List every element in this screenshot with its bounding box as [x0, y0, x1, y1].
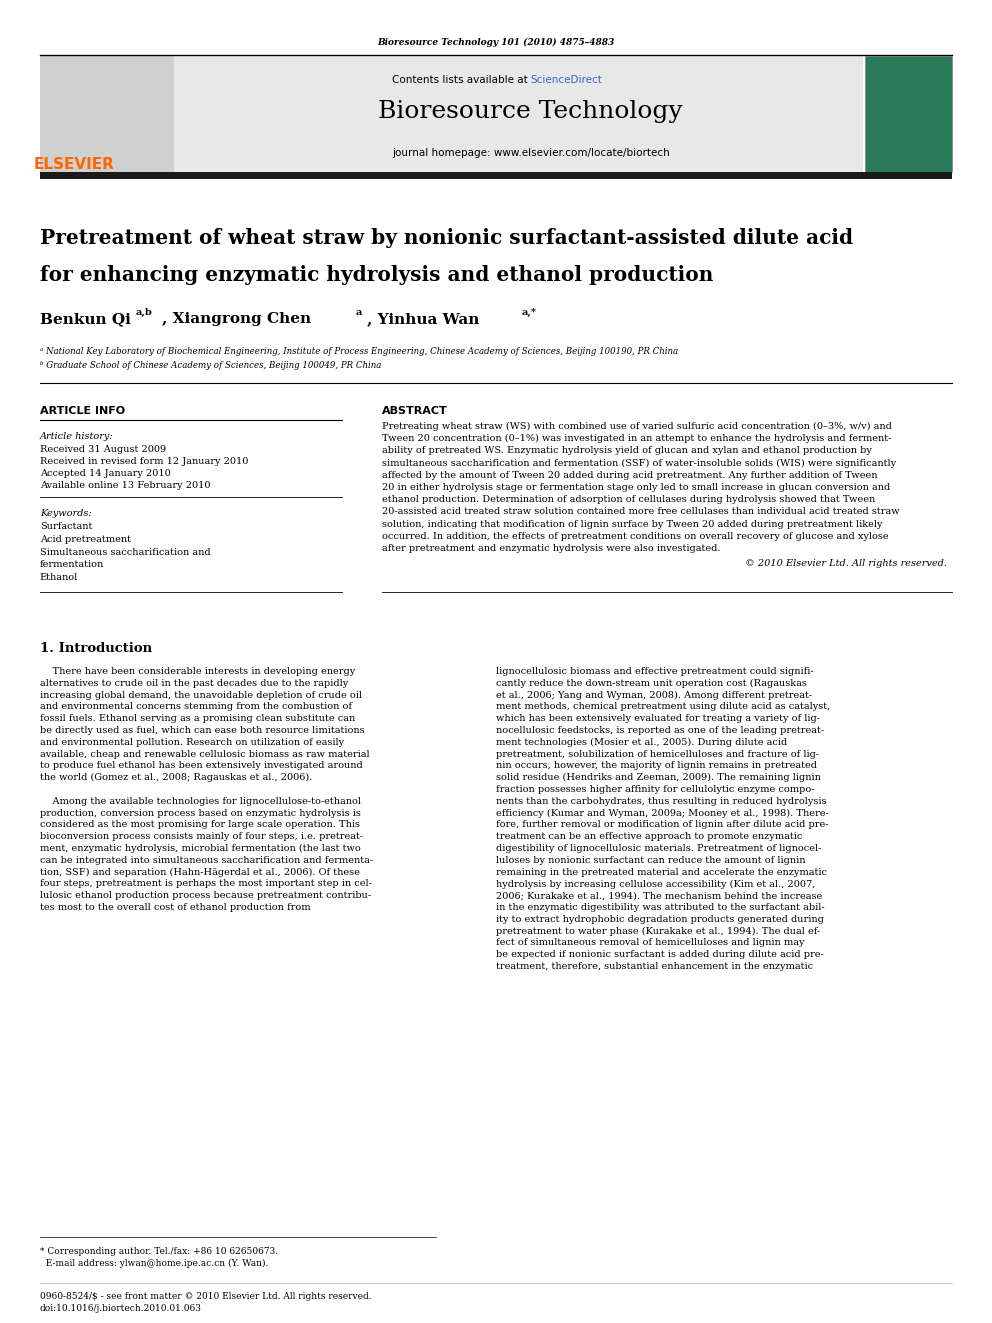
Text: Keywords:: Keywords:	[40, 509, 91, 519]
Text: Ethanol: Ethanol	[40, 573, 78, 582]
Text: ScienceDirect: ScienceDirect	[531, 75, 602, 85]
Text: Benkun Qi: Benkun Qi	[40, 312, 131, 325]
Text: ᵇ Graduate School of Chinese Academy of Sciences, Beijing 100049, PR China: ᵇ Graduate School of Chinese Academy of …	[40, 361, 381, 370]
Bar	[40, 56, 863, 172]
Text: ity to extract hydrophobic degradation products generated during: ity to extract hydrophobic degradation p…	[496, 914, 824, 923]
Text: in the enzymatic digestibility was attributed to the surfactant abil-: in the enzymatic digestibility was attri…	[496, 904, 824, 912]
Text: be directly used as fuel, which can ease both resource limitations: be directly used as fuel, which can ease…	[40, 726, 364, 736]
Bar	[40, 172, 952, 179]
Text: a: a	[355, 308, 361, 318]
Text: Accepted 14 January 2010: Accepted 14 January 2010	[40, 468, 171, 478]
Text: digestibility of lignocellulosic materials. Pretreatment of lignocel-: digestibility of lignocellulosic materia…	[496, 844, 821, 853]
Text: treatment can be an effective approach to promote enzymatic: treatment can be an effective approach t…	[496, 832, 803, 841]
Text: fect of simultaneous removal of hemicelluloses and lignin may: fect of simultaneous removal of hemicell…	[496, 938, 805, 947]
Text: Received 31 August 2009: Received 31 August 2009	[40, 445, 166, 454]
Text: , Xiangrong Chen: , Xiangrong Chen	[162, 312, 310, 325]
Text: a,*: a,*	[522, 308, 537, 318]
Text: et al., 2006; Yang and Wyman, 2008). Among different pretreat-: et al., 2006; Yang and Wyman, 2008). Amo…	[496, 691, 812, 700]
Text: Contents lists available at: Contents lists available at	[392, 75, 531, 85]
Text: journal homepage: www.elsevier.com/locate/biortech: journal homepage: www.elsevier.com/locat…	[392, 148, 670, 157]
Text: ment technologies (Mosier et al., 2005). During dilute acid: ment technologies (Mosier et al., 2005).…	[496, 738, 788, 747]
Text: Received in revised form 12 January 2010: Received in revised form 12 January 2010	[40, 456, 248, 466]
Text: ability of pretreated WS. Enzymatic hydrolysis yield of glucan and xylan and eth: ability of pretreated WS. Enzymatic hydr…	[382, 446, 872, 455]
Bar	[40, 56, 174, 172]
Text: for enhancing enzymatic hydrolysis and ethanol production: for enhancing enzymatic hydrolysis and e…	[40, 265, 713, 284]
Text: 20 in either hydrolysis stage or fermentation stage only led to small increase i: 20 in either hydrolysis stage or ferment…	[382, 483, 890, 492]
Text: treatment, therefore, substantial enhancement in the enzymatic: treatment, therefore, substantial enhanc…	[496, 962, 813, 971]
Text: 1. Introduction: 1. Introduction	[40, 642, 152, 655]
Text: 0960-8524/$ - see front matter © 2010 Elsevier Ltd. All rights reserved.: 0960-8524/$ - see front matter © 2010 El…	[40, 1293, 371, 1301]
Text: Pretreatment of wheat straw by nonionic surfactant-assisted dilute acid: Pretreatment of wheat straw by nonionic …	[40, 228, 853, 247]
Text: be expected if nonionic surfactant is added during dilute acid pre-: be expected if nonionic surfactant is ad…	[496, 950, 823, 959]
Text: after pretreatment and enzymatic hydrolysis were also investigated.: after pretreatment and enzymatic hydroly…	[382, 544, 720, 553]
Text: can be integrated into simultaneous saccharification and fermenta-: can be integrated into simultaneous sacc…	[40, 856, 373, 865]
Text: ment, enzymatic hydrolysis, microbial fermentation (the last two: ment, enzymatic hydrolysis, microbial fe…	[40, 844, 360, 853]
Text: four steps, pretreatment is perhaps the most important step in cel-: four steps, pretreatment is perhaps the …	[40, 880, 372, 889]
Text: Bioresource Technology: Bioresource Technology	[378, 101, 683, 123]
Text: ABSTRACT: ABSTRACT	[382, 406, 447, 415]
Text: cantly reduce the down-stream unit operation cost (Ragauskas: cantly reduce the down-stream unit opera…	[496, 679, 806, 688]
Text: nents than the carbohydrates, thus resulting in reduced hydrolysis: nents than the carbohydrates, thus resul…	[496, 796, 826, 806]
Text: remaining in the pretreated material and accelerate the enzymatic: remaining in the pretreated material and…	[496, 868, 827, 877]
Text: Pretreating wheat straw (WS) with combined use of varied sulfuric acid concentra: Pretreating wheat straw (WS) with combin…	[382, 422, 892, 431]
Text: E-mail address: ylwan@home.ipe.ac.cn (Y. Wan).: E-mail address: ylwan@home.ipe.ac.cn (Y.…	[40, 1259, 268, 1269]
Text: pretreatment, solubilization of hemicelluloses and fracture of lig-: pretreatment, solubilization of hemicell…	[496, 750, 819, 758]
Text: fermentation: fermentation	[40, 560, 104, 569]
Text: efficiency (Kumar and Wyman, 2009a; Mooney et al., 1998). There-: efficiency (Kumar and Wyman, 2009a; Moon…	[496, 808, 828, 818]
Text: increasing global demand, the unavoidable depletion of crude oil: increasing global demand, the unavoidabl…	[40, 691, 362, 700]
Text: tes most to the overall cost of ethanol production from: tes most to the overall cost of ethanol …	[40, 904, 310, 912]
Text: affected by the amount of Tween 20 added during acid pretreatment. Any further a: affected by the amount of Tween 20 added…	[382, 471, 877, 480]
Text: Acid pretreatment: Acid pretreatment	[40, 534, 131, 544]
Text: Article history:: Article history:	[40, 433, 113, 441]
Text: lulosic ethanol production process because pretreatment contribu-: lulosic ethanol production process becau…	[40, 892, 371, 900]
Text: Surfactant: Surfactant	[40, 523, 92, 531]
Text: fraction possesses higher affinity for cellulolytic enzyme compo-: fraction possesses higher affinity for c…	[496, 785, 814, 794]
Text: hydrolysis by increasing cellulose accessibility (Kim et al., 2007,: hydrolysis by increasing cellulose acces…	[496, 880, 815, 889]
Text: ethanol production. Determination of adsorption of cellulases during hydrolysis : ethanol production. Determination of ads…	[382, 495, 875, 504]
Text: pretreatment to water phase (Kurakake et al., 1994). The dual ef-: pretreatment to water phase (Kurakake et…	[496, 926, 820, 935]
Text: ARTICLE INFO: ARTICLE INFO	[40, 406, 125, 415]
Text: nocellulosic feedstocks, is reported as one of the leading pretreat-: nocellulosic feedstocks, is reported as …	[496, 726, 824, 736]
Text: alternatives to crude oil in the past decades due to the rapidly: alternatives to crude oil in the past de…	[40, 679, 348, 688]
Text: Available online 13 February 2010: Available online 13 February 2010	[40, 482, 210, 490]
Text: solution, indicating that modification of lignin surface by Tween 20 added durin: solution, indicating that modification o…	[382, 520, 883, 529]
Text: simultaneous saccharification and fermentation (SSF) of water-insoluble solids (: simultaneous saccharification and fermen…	[382, 459, 896, 468]
Text: 2006; Kurakake et al., 1994). The mechanism behind the increase: 2006; Kurakake et al., 1994). The mechan…	[496, 892, 822, 900]
Text: Simultaneous saccharification and: Simultaneous saccharification and	[40, 548, 210, 557]
Text: Tween 20 concentration (0–1%) was investigated in an attempt to enhance the hydr: Tween 20 concentration (0–1%) was invest…	[382, 434, 891, 443]
Text: the world (Gomez et al., 2008; Ragauskas et al., 2006).: the world (Gomez et al., 2008; Ragauskas…	[40, 773, 312, 782]
Text: * Corresponding author. Tel./fax: +86 10 62650673.: * Corresponding author. Tel./fax: +86 10…	[40, 1248, 278, 1256]
Text: ment methods, chemical pretreatment using dilute acid as catalyst,: ment methods, chemical pretreatment usin…	[496, 703, 830, 712]
Text: a,b: a,b	[136, 308, 153, 318]
Text: to produce fuel ethanol has been extensively investigated around: to produce fuel ethanol has been extensi…	[40, 762, 362, 770]
Text: and environmental pollution. Research on utilization of easily: and environmental pollution. Research on…	[40, 738, 344, 746]
Text: Among the available technologies for lignocellulose-to-ethanol: Among the available technologies for lig…	[40, 796, 361, 806]
Text: considered as the most promising for large scale operation. This: considered as the most promising for lar…	[40, 820, 360, 830]
Text: and environmental concerns stemming from the combustion of: and environmental concerns stemming from…	[40, 703, 352, 712]
Text: 20-assisted acid treated straw solution contained more free cellulases than indi: 20-assisted acid treated straw solution …	[382, 508, 900, 516]
Text: tion, SSF) and separation (Hahn-Hägerdal et al., 2006). Of these: tion, SSF) and separation (Hahn-Hägerdal…	[40, 868, 359, 877]
Text: lignocellulosic biomass and effective pretreatment could signifi-: lignocellulosic biomass and effective pr…	[496, 667, 813, 676]
Text: fore, further removal or modification of lignin after dilute acid pre-: fore, further removal or modification of…	[496, 820, 828, 830]
Text: production, conversion process based on enzymatic hydrolysis is: production, conversion process based on …	[40, 808, 360, 818]
Text: which has been extensively evaluated for treating a variety of lig-: which has been extensively evaluated for…	[496, 714, 820, 724]
Bar	[865, 56, 952, 172]
Text: doi:10.1016/j.biortech.2010.01.063: doi:10.1016/j.biortech.2010.01.063	[40, 1304, 201, 1312]
Text: available, cheap and renewable cellulosic biomass as raw material: available, cheap and renewable cellulosi…	[40, 750, 369, 758]
Text: solid residue (Hendriks and Zeeman, 2009). The remaining lignin: solid residue (Hendriks and Zeeman, 2009…	[496, 773, 820, 782]
Text: ᵃ National Key Laboratory of Biochemical Engineering, Institute of Process Engin: ᵃ National Key Laboratory of Biochemical…	[40, 347, 678, 356]
Text: ELSEVIER: ELSEVIER	[34, 157, 115, 172]
Text: occurred. In addition, the effects of pretreatment conditions on overall recover: occurred. In addition, the effects of pr…	[382, 532, 889, 541]
Text: nin occurs, however, the majority of lignin remains in pretreated: nin occurs, however, the majority of lig…	[496, 762, 817, 770]
Text: © 2010 Elsevier Ltd. All rights reserved.: © 2010 Elsevier Ltd. All rights reserved…	[745, 560, 947, 568]
Text: There have been considerable interests in developing energy: There have been considerable interests i…	[40, 667, 355, 676]
Text: luloses by nonionic surfactant can reduce the amount of lignin: luloses by nonionic surfactant can reduc…	[496, 856, 806, 865]
Text: bioconversion process consists mainly of four steps, i.e. pretreat-: bioconversion process consists mainly of…	[40, 832, 363, 841]
Text: , Yinhua Wan: , Yinhua Wan	[367, 312, 479, 325]
Text: fossil fuels. Ethanol serving as a promising clean substitute can: fossil fuels. Ethanol serving as a promi…	[40, 714, 355, 724]
Text: Bioresource Technology 101 (2010) 4875–4883: Bioresource Technology 101 (2010) 4875–4…	[377, 38, 615, 48]
